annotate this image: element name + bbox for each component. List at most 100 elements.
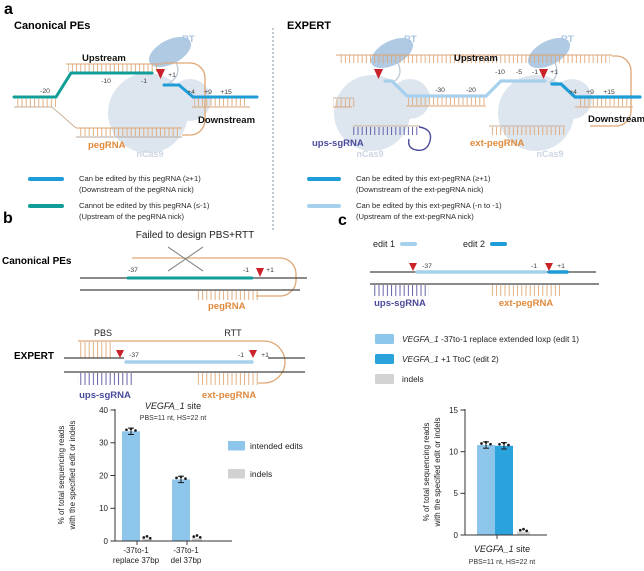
data-point: [134, 429, 137, 432]
legend-canonical: Can be edited by this pegRNA (≥+1) (Downs…: [28, 173, 268, 227]
position-label: +9: [586, 89, 594, 96]
data-point: [148, 536, 152, 540]
data-point: [518, 528, 522, 532]
nick-triangle-icon: [539, 69, 548, 79]
position-label: -1: [243, 267, 249, 274]
strands: [12, 63, 259, 138]
position-label: +1: [261, 352, 269, 359]
panel-divider: [272, 28, 274, 230]
y-tick-label: 5: [454, 489, 459, 498]
nick-triangle-icon: [545, 263, 553, 271]
bar: [192, 538, 202, 541]
position-label: +9: [204, 89, 212, 96]
rt-label: RT: [404, 34, 417, 45]
position-label: +15: [603, 89, 615, 96]
expert-heading: EXPERT: [287, 20, 332, 32]
y-tick-label: 0: [104, 537, 109, 546]
position-label: -37: [128, 267, 138, 274]
legend-label: indels: [250, 469, 272, 479]
legend-swatch: [228, 441, 245, 451]
chart-b-bars: [122, 427, 202, 541]
data-point: [145, 535, 149, 538]
ncas9-label: nCas9: [136, 149, 163, 159]
panel-b-canonical-diagram: -37 -1 +1 pegRNA: [80, 246, 307, 312]
rt-linker: [548, 62, 558, 84]
legend-swatch: [228, 469, 245, 479]
position-label: -37: [422, 263, 432, 270]
nick-triangle-icon: [374, 69, 383, 79]
editable-downstream-strand: [162, 83, 259, 99]
data-point: [175, 476, 178, 480]
gene-name: VEGFA_1: [402, 334, 439, 344]
y-ticks: 0 10 20 30 40: [99, 406, 115, 546]
ext-pegrna-label: ext-pegRNA: [202, 390, 257, 401]
canonical-pe-diagram: RT nCas9 Upstream Downstream pegRNA -20 …: [12, 34, 259, 159]
ext-pegrna-loop: [78, 340, 286, 384]
legend-expert: Can be edited by this ext-pegRNA (≥+1) (D…: [307, 173, 567, 227]
bar: [142, 539, 152, 541]
chart-b-legend: intended edits indels: [228, 441, 303, 479]
nick-triangle-icon: [249, 350, 257, 358]
edit2-swatch: [490, 242, 508, 246]
svg-text:-37to-1: -37to-1: [173, 546, 199, 555]
uneditable-upstream-strand: [12, 71, 154, 99]
panel-b-letter: b: [3, 210, 13, 227]
nick-triangle-icon: [409, 263, 417, 271]
y-tick-label: 10: [99, 504, 108, 513]
legend-item: Can be edited by this pegRNA (≥+1) (Downs…: [28, 173, 268, 195]
position-label: -5: [516, 69, 522, 76]
chart-c-bars: [477, 441, 530, 535]
nick-triangle-icon: [156, 69, 165, 79]
ncas9-lobe-shape: [552, 79, 592, 119]
position-label: -1: [238, 352, 244, 359]
legend-label: Can be edited by this ext-pegRNA (≥+1): [356, 174, 491, 183]
data-point: [179, 475, 183, 479]
failed-design-title: Failed to design PBS+RTT: [135, 230, 255, 241]
bar: [477, 445, 495, 535]
pegrna-loop: [132, 257, 297, 297]
ext-pegrna-loop: [590, 55, 632, 127]
legend-swatch: [375, 374, 394, 384]
panel-c-chart: 0 5 10 15 % of total sequencing reads wi…: [422, 406, 547, 566]
y-axis-label: with the specified edit or indels: [433, 418, 442, 528]
data-point: [198, 535, 202, 539]
y-axis-label: % of total sequencing reads: [57, 426, 66, 525]
y-tick-label: 15: [449, 406, 458, 415]
gene-name: VEGFA_1: [402, 354, 439, 364]
ncas9-lobe-shape: [169, 79, 211, 121]
bar: [122, 431, 140, 541]
legend-swatch: [28, 177, 64, 181]
failed-x-mark-icon: [167, 246, 204, 272]
position-label: +1: [168, 72, 176, 79]
legend-swatch: [307, 177, 341, 181]
legend-label: (Downstream of the ext-pegRNA nick): [356, 185, 484, 194]
data-point: [489, 442, 492, 446]
data-point: [507, 443, 510, 447]
legend-swatch: [375, 334, 394, 344]
edit1-swatch: [400, 242, 418, 246]
bar: [517, 531, 530, 535]
legend-swatch: [307, 204, 341, 208]
legend-item: VEGFA_1 +1 TtoC (edit 2): [375, 354, 635, 364]
legend-item: Can be edited by this ext-pegRNA (≥+1) (D…: [307, 173, 567, 195]
position-label: -20: [466, 87, 476, 94]
legend-item: indels: [375, 374, 635, 384]
downstream-label: Downstream: [198, 115, 255, 126]
edit2-label: edit 2: [463, 239, 486, 249]
data-point: [498, 442, 501, 446]
legend-label: indels: [402, 374, 424, 384]
legend-label: intended edits: [250, 441, 303, 451]
position-label: -1: [532, 69, 538, 76]
position-label: -1: [141, 78, 147, 85]
position-label: -37: [129, 352, 139, 359]
y-ticks: 0 5 10 15: [449, 406, 465, 540]
ncas9-label: nCas9: [356, 149, 383, 159]
legend-item: Can be edited by this ext-pegRNA (-n to …: [307, 200, 567, 222]
y-tick-label: 10: [449, 448, 458, 457]
rt-label: RT: [561, 34, 574, 45]
legend-label: (Downstream of the pegRNA nick): [79, 185, 194, 194]
data-point: [502, 441, 506, 445]
y-tick-label: 20: [99, 471, 108, 480]
